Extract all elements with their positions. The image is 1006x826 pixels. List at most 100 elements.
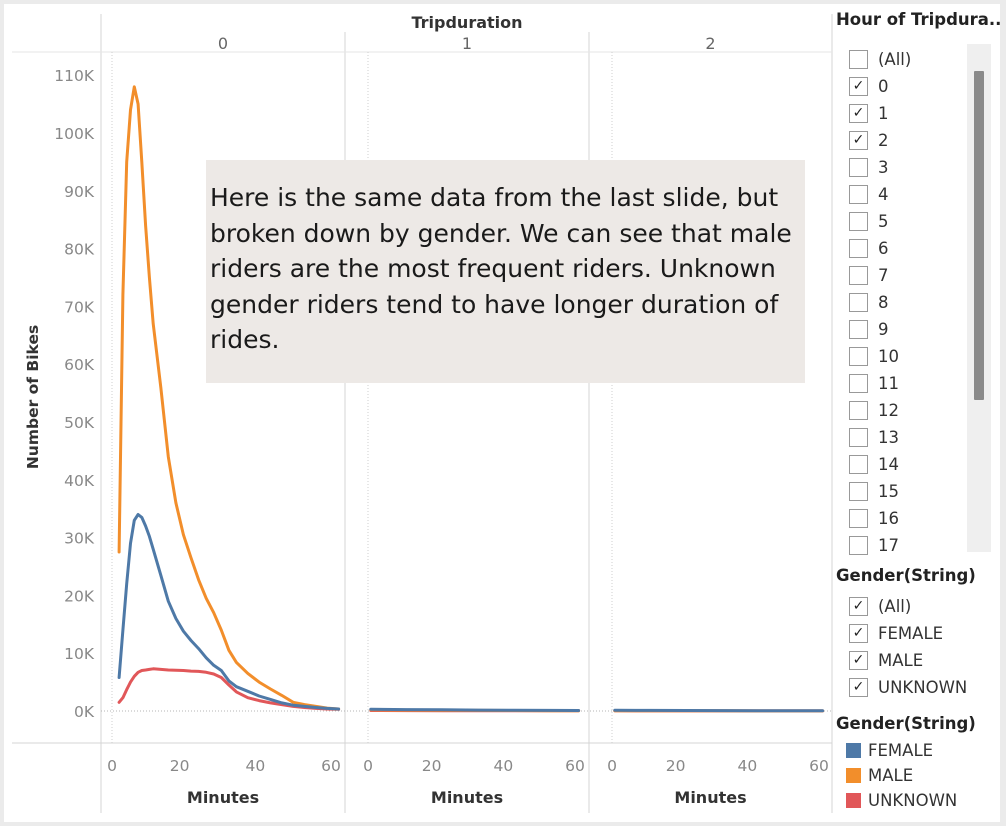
hour-filter-item[interactable]: 9: [849, 318, 889, 340]
y-axis-label: Number of Bikes: [24, 325, 42, 469]
hour-filter-item[interactable]: ✓ 1: [849, 102, 889, 124]
hour-filter-label: 16: [878, 508, 899, 528]
checkbox[interactable]: ✓: [849, 623, 868, 643]
hour-filter-item[interactable]: 8: [849, 291, 889, 313]
series-line-unknown: [117, 667, 341, 711]
hour-filter-item[interactable]: 10: [849, 345, 899, 367]
gender-filter-title: Gender(String): [836, 566, 976, 585]
y-tick-label: 70K: [64, 298, 95, 316]
series-line-male: [117, 85, 341, 711]
hour-filter-item[interactable]: 14: [849, 453, 899, 475]
x-tick-label: 20: [422, 757, 442, 775]
checkbox[interactable]: [849, 157, 868, 177]
x-tick-label: 20: [666, 757, 686, 775]
panel-header-label: 2: [705, 34, 715, 53]
legend-item[interactable]: FEMALE: [846, 739, 933, 761]
gender-filter-label: UNKNOWN: [878, 677, 968, 697]
y-tick-label: 0K: [74, 703, 95, 721]
checkbox[interactable]: [849, 319, 868, 339]
legend-title: Gender(String): [836, 714, 976, 733]
hour-filter-label: 8: [878, 292, 889, 312]
hour-filter-item[interactable]: 6: [849, 237, 889, 259]
hour-filter-item[interactable]: 16: [849, 507, 899, 529]
legend-item[interactable]: MALE: [846, 764, 913, 786]
x-tick-label: 40: [493, 757, 513, 775]
hour-filter-label: 13: [878, 427, 899, 447]
legend-swatch: [846, 742, 861, 758]
checkbox[interactable]: [849, 400, 868, 420]
checkbox[interactable]: [849, 292, 868, 312]
series-line-female: [369, 707, 581, 712]
y-tick-label: 90K: [64, 183, 95, 201]
hour-filter-title: Hour of Tripdura..: [836, 10, 1001, 29]
series-line-female: [613, 708, 825, 713]
hour-filter-item[interactable]: (All): [849, 48, 911, 70]
hour-filter-label: 0: [878, 76, 889, 96]
hour-filter-label: 15: [878, 481, 899, 501]
checkbox[interactable]: [849, 373, 868, 393]
dashboard-canvas: [4, 4, 1000, 822]
hour-filter-item[interactable]: ✓ 0: [849, 75, 889, 97]
hour-filter-item[interactable]: 15: [849, 480, 899, 502]
legend-swatch: [846, 792, 861, 808]
x-tick-label: 0: [107, 757, 117, 775]
annotation-text: Here is the same data from the last slid…: [210, 183, 792, 354]
x-tick-label: 0: [363, 757, 373, 775]
hour-filter-item[interactable]: 17: [849, 534, 899, 556]
checkbox[interactable]: [849, 427, 868, 447]
x-tick-label: 40: [737, 757, 757, 775]
gender-filter-item[interactable]: ✓ UNKNOWN: [849, 676, 967, 698]
hour-filter-item[interactable]: 12: [849, 399, 899, 421]
checkbox[interactable]: ✓: [849, 103, 868, 123]
y-tick-label: 100K: [54, 125, 95, 143]
checkbox[interactable]: [849, 184, 868, 204]
checkbox[interactable]: [849, 508, 868, 528]
legend-swatch: [846, 767, 861, 783]
hour-filter-title-wrap: Hour of Tripdura..: [836, 10, 1001, 29]
gender-filter-item[interactable]: ✓ FEMALE: [849, 622, 943, 644]
hour-filter-scroll-thumb[interactable]: [974, 71, 984, 400]
checkbox[interactable]: [849, 49, 868, 69]
checkbox[interactable]: [849, 535, 868, 555]
checkbox[interactable]: [849, 481, 868, 501]
x-tick-label: 60: [565, 757, 585, 775]
gender-filter-title-wrap: Gender(String): [836, 566, 1001, 585]
y-tick-label: 10K: [64, 645, 95, 663]
hour-filter-label: 4: [878, 184, 889, 204]
hour-filter-item[interactable]: 11: [849, 372, 899, 394]
checkbox[interactable]: [849, 346, 868, 366]
hour-filter-label: 7: [878, 265, 889, 285]
checkbox[interactable]: ✓: [849, 596, 868, 616]
hour-filter-item[interactable]: 4: [849, 183, 889, 205]
gender-filter-item[interactable]: ✓ MALE: [849, 649, 923, 671]
checkbox[interactable]: [849, 238, 868, 258]
checkbox[interactable]: ✓: [849, 650, 868, 670]
hour-filter-label: 12: [878, 400, 899, 420]
hour-filter-item[interactable]: 5: [849, 210, 889, 232]
hour-filter-label: (All): [878, 49, 912, 69]
y-tick-label: 20K: [64, 587, 95, 605]
hour-filter-label: 17: [878, 535, 899, 555]
y-tick-label: 40K: [64, 472, 95, 490]
gender-filter-label: FEMALE: [878, 623, 944, 643]
hour-filter-item[interactable]: 7: [849, 264, 889, 286]
checkbox[interactable]: ✓: [849, 76, 868, 96]
hour-filter-item[interactable]: ✓ 2: [849, 129, 889, 151]
hour-filter-label: 3: [878, 157, 889, 177]
checkbox[interactable]: [849, 265, 868, 285]
hour-filter-label: 10: [878, 346, 899, 366]
gender-filter-item[interactable]: ✓ (All): [849, 595, 911, 617]
hour-filter-label: 6: [878, 238, 889, 258]
hour-filter-label: 1: [878, 103, 889, 123]
legend-label: FEMALE: [868, 740, 934, 760]
checkbox[interactable]: [849, 211, 868, 231]
checkbox[interactable]: ✓: [849, 677, 868, 697]
checkbox[interactable]: ✓: [849, 130, 868, 150]
legend-item[interactable]: UNKNOWN: [846, 789, 957, 811]
checkbox[interactable]: [849, 454, 868, 474]
hour-filter-item[interactable]: 13: [849, 426, 899, 448]
hour-filter-label: 9: [878, 319, 889, 339]
panel-header-label: 0: [218, 34, 228, 53]
x-tick-label: 40: [245, 757, 265, 775]
hour-filter-item[interactable]: 3: [849, 156, 889, 178]
